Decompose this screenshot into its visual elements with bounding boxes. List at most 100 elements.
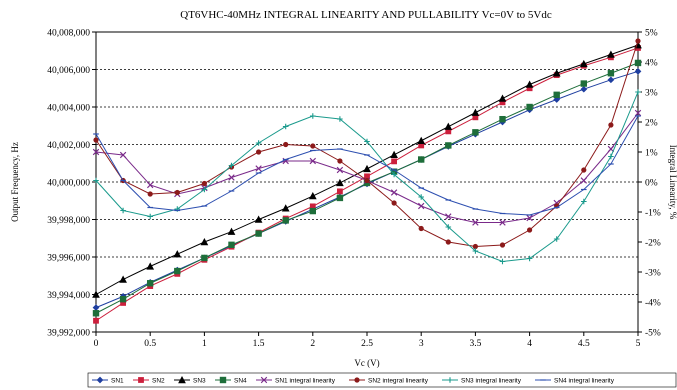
data-point	[201, 180, 207, 187]
data-point	[499, 115, 506, 123]
data-point	[526, 255, 533, 262]
data-point	[255, 230, 262, 237]
data-point	[581, 167, 587, 173]
legend-label: SN2	[152, 378, 165, 385]
data-point	[471, 108, 480, 116]
data-point	[147, 191, 153, 197]
legend-entry: SN1	[92, 376, 124, 385]
data-point	[391, 158, 398, 165]
x-tick-label: 0.5	[144, 339, 156, 349]
data-point	[309, 157, 316, 165]
data-point	[634, 59, 642, 67]
legend-marker	[219, 376, 227, 384]
data-point	[391, 200, 397, 206]
data-point	[499, 242, 506, 248]
data-point	[200, 237, 209, 246]
legend-entry: SN2 integral linearity	[349, 377, 429, 385]
data-point	[608, 153, 614, 160]
x-tick-label: 3	[419, 339, 424, 349]
data-point	[282, 217, 289, 224]
x-tick-label: 3.5	[469, 339, 481, 349]
y-right-tick-label: 3%	[645, 89, 658, 99]
legend-entry: SN3	[174, 375, 206, 385]
x-tick-label: 4.5	[578, 339, 590, 349]
data-point	[472, 219, 479, 226]
data-point	[634, 68, 642, 75]
data-point	[308, 192, 317, 200]
data-point	[255, 165, 262, 172]
data-point	[174, 189, 180, 196]
y-right-tick-label: -1%	[645, 209, 661, 219]
y-right-tick-label: 4%	[645, 59, 658, 69]
data-point	[553, 236, 560, 242]
data-point	[581, 198, 587, 205]
data-point	[201, 254, 208, 262]
data-point	[580, 177, 587, 184]
data-point	[553, 96, 561, 103]
legend-label: SN3 integral linearity	[461, 378, 522, 385]
data-point	[309, 207, 316, 215]
x-tick-label: 0	[94, 339, 99, 349]
data-point	[607, 76, 615, 84]
data-point	[418, 225, 424, 232]
y-right-axis-label: Integral Linearity, %	[668, 145, 677, 220]
data-point	[445, 239, 451, 245]
chart-title: QT6VHC-40MHz INTEGRAL LINEARITY AND PULL…	[180, 9, 552, 21]
data-point	[255, 140, 262, 146]
label-layer: Vc (V) Output Frequency, Hz Integral Linea…	[10, 142, 677, 368]
legend-entry: SN4 integral linearity	[535, 378, 615, 385]
legend-box	[87, 372, 677, 388]
y-left-tick-label: 40,008,000	[47, 29, 90, 39]
data-point	[228, 162, 235, 169]
data-point	[174, 267, 181, 275]
data-point	[635, 38, 641, 44]
y-left-tick-label: 40,000,000	[47, 179, 90, 189]
y-left-tick-label: 39,994,000	[47, 291, 90, 301]
series-sn4-integral-linearity	[93, 115, 641, 216]
data-point	[607, 50, 615, 58]
data-point	[363, 164, 371, 173]
data-point	[418, 194, 424, 200]
data-point	[201, 186, 208, 193]
y-right-tick-label: -4%	[645, 299, 661, 309]
data-point	[472, 248, 479, 254]
data-point	[254, 215, 263, 223]
data-point	[92, 310, 100, 317]
y-left-tick-label: 39,996,000	[47, 254, 90, 264]
legend-marker	[138, 377, 144, 383]
axes-layer: 39,992,000 39,994,000 39,996,000 39,998,000…	[47, 29, 661, 350]
data-point	[255, 149, 262, 155]
y-right-tick-label: 0%	[645, 179, 658, 189]
data-point	[364, 177, 370, 184]
x-tick-label: 5	[636, 339, 641, 349]
y-left-tick-label: 40,006,000	[47, 66, 90, 76]
x-tick-label: 2	[310, 339, 315, 349]
y-right-tick-label: 2%	[645, 119, 658, 129]
data-point	[445, 142, 452, 149]
data-point	[120, 207, 126, 214]
legend-label: SN4 integral linearity	[554, 378, 615, 385]
data-point	[552, 69, 561, 77]
data-point	[417, 136, 426, 144]
data-point	[390, 150, 398, 159]
data-point	[93, 137, 99, 143]
data-point	[498, 94, 507, 102]
data-point	[93, 177, 99, 184]
data-point	[526, 214, 533, 222]
data-point	[391, 171, 397, 178]
data-point	[281, 204, 290, 212]
data-point	[364, 138, 370, 145]
data-point	[445, 213, 452, 220]
data-point	[444, 122, 453, 130]
y-left-tick-label: 40,004,000	[47, 104, 90, 114]
y-right-tick-label: 5%	[645, 29, 658, 39]
data-point	[92, 290, 100, 298]
data-point	[282, 123, 289, 130]
legend-marker	[354, 377, 360, 383]
legend-marker	[178, 375, 186, 384]
legend-layer: SN1 SN2 SN3 SN4 SN1 integral linearity SN2 in…	[87, 372, 677, 388]
data-point	[499, 219, 506, 226]
data-point	[472, 243, 478, 250]
y-left-tick-label: 39,992,000	[47, 329, 90, 339]
